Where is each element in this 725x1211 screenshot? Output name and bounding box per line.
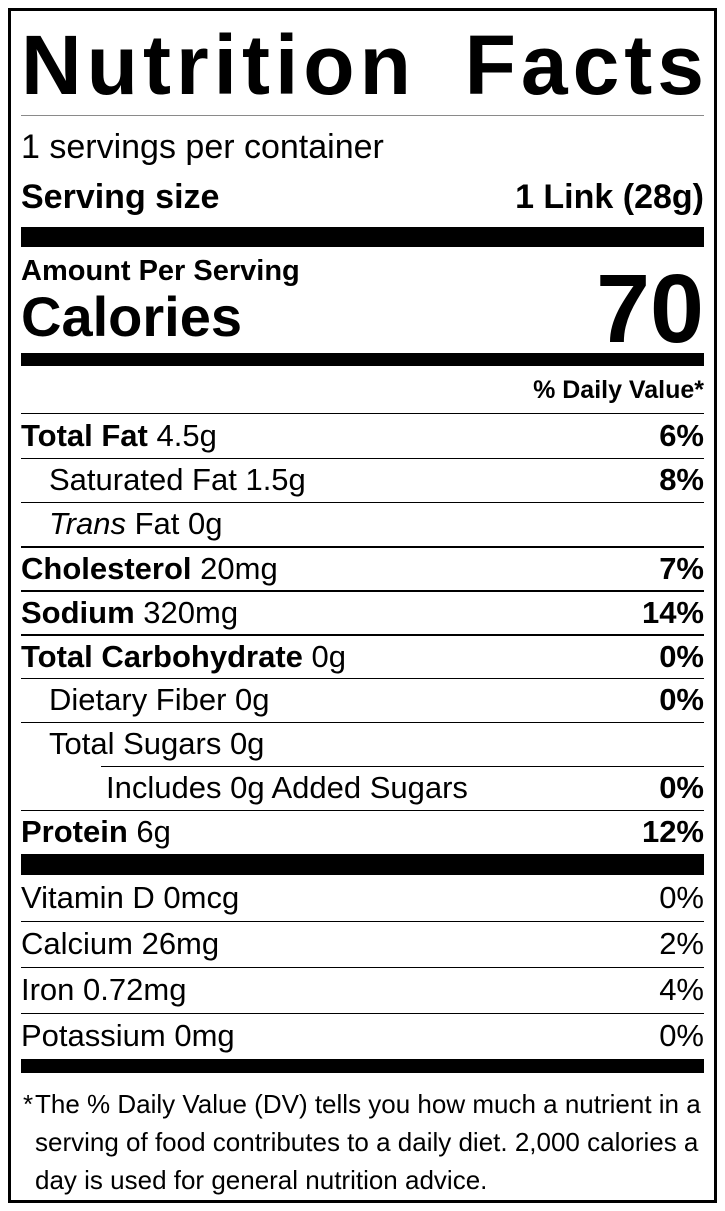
nutrient-text: Dietary Fiber 0g bbox=[49, 682, 270, 718]
nutrient-text: Total Carbohydrate 0g bbox=[21, 639, 346, 675]
nutrient-row-added-sugars: Includes 0g Added Sugars 0% bbox=[21, 765, 704, 810]
medium-divider-bottom bbox=[21, 1058, 704, 1073]
nutrient-name: Protein bbox=[21, 814, 128, 850]
footnote-line: serving of food contributes to a daily d… bbox=[35, 1126, 699, 1157]
nutrient-name: Dietary Fiber bbox=[49, 682, 227, 718]
label-title: Nutrition Facts bbox=[11, 11, 714, 111]
nutrient-dv: 0% bbox=[659, 638, 704, 674]
nutrient-row-cholesterol: Cholesterol 20mg 7% bbox=[21, 545, 704, 590]
nutrient-text: Protein 6g bbox=[21, 814, 171, 850]
micronutrient-text: Potassium 0mg bbox=[21, 1018, 235, 1054]
nutrient-dv: 0% bbox=[659, 682, 704, 718]
micronutrient-row-calcium: Calcium 26mg 2% bbox=[21, 920, 704, 967]
micronutrient-dv: 0% bbox=[659, 1018, 704, 1054]
nutrient-name: Total Sugars bbox=[49, 726, 222, 762]
micronutrient-row-potassium: Potassium 0mg 0% bbox=[21, 1012, 704, 1059]
nutrient-amount: 20mg bbox=[191, 550, 278, 586]
nutrient-text: Total Fat 4.5g bbox=[21, 418, 217, 454]
nutrient-text: Sodium 320mg bbox=[21, 595, 238, 631]
footnote-line: day is used for general nutrition advice… bbox=[35, 1164, 488, 1195]
micronutrient-text: Calcium 26mg bbox=[21, 926, 220, 962]
nutrient-amount: 1.5g bbox=[236, 462, 306, 498]
nutrient-name: Sodium bbox=[21, 594, 135, 630]
servings-per-container: 1 servings per container bbox=[21, 128, 384, 166]
micronutrient-rows: Vitamin D 0mcg 0% Calcium 26mg 2% Iron 0… bbox=[21, 875, 704, 1059]
serving-size-label: Serving size bbox=[21, 178, 220, 216]
nutrient-name: Includes 0g Added Sugars bbox=[106, 769, 468, 805]
micronutrient-dv: 2% bbox=[659, 926, 704, 962]
nutrient-row-sodium: Sodium 320mg 14% bbox=[21, 589, 704, 634]
nutrient-amount: 0g bbox=[226, 682, 270, 718]
nutrient-text: Trans Fat 0g bbox=[49, 506, 222, 542]
nutrient-name: Total Carbohydrate bbox=[21, 638, 303, 674]
nutrient-dv: 7% bbox=[659, 550, 704, 586]
nutrient-text: Includes 0g Added Sugars bbox=[106, 770, 468, 806]
nutrient-row-total-carbohydrate: Total Carbohydrate 0g 0% bbox=[21, 633, 704, 678]
title-word-nutrition: Nutrition bbox=[21, 18, 416, 112]
micronutrient-dv: 4% bbox=[659, 972, 704, 1008]
nutrient-text: Saturated Fat 1.5g bbox=[49, 462, 306, 498]
micronutrient-row-vitamin-d: Vitamin D 0mcg 0% bbox=[21, 875, 704, 921]
medium-divider-calories bbox=[21, 352, 704, 366]
nutrient-row-total-fat: Total Fat 4.5g 6% bbox=[21, 414, 704, 458]
calories-label: Calories bbox=[21, 285, 242, 348]
nutrient-amount: Fat 0g bbox=[125, 506, 223, 542]
nutrient-name: Total Fat bbox=[21, 417, 148, 453]
nutrient-amount: 4.5g bbox=[147, 417, 217, 453]
nutrient-text: Cholesterol 20mg bbox=[21, 551, 278, 587]
micronutrient-text: Vitamin D 0mcg bbox=[21, 879, 240, 915]
calories-value: 70 bbox=[596, 254, 704, 364]
calories-block: Amount Per Serving Calories 70 bbox=[11, 247, 714, 364]
amount-per-serving-label: Amount Per Serving bbox=[21, 255, 300, 287]
nutrient-name: Saturated Fat bbox=[49, 462, 237, 498]
daily-value-footnote: * The % Daily Value (DV) tells you how m… bbox=[11, 1073, 714, 1199]
serving-size-value: 1 Link (28g) bbox=[515, 178, 704, 216]
micronutrient-text: Iron 0.72mg bbox=[21, 972, 187, 1008]
thick-divider-protein bbox=[21, 853, 704, 875]
daily-value-header: % Daily Value* bbox=[21, 366, 704, 414]
micronutrient-dv: 0% bbox=[659, 879, 704, 915]
micronutrient-row-iron: Iron 0.72mg 4% bbox=[21, 966, 704, 1013]
nutrient-row-trans-fat: Trans Fat 0g bbox=[21, 501, 704, 546]
nutrient-amount: 0g bbox=[221, 726, 265, 762]
nutrient-rows: Total Fat 4.5g 6% Saturated Fat 1.5g 8% … bbox=[21, 414, 704, 854]
serving-size-row: Serving size 1 Link (28g) bbox=[11, 169, 714, 227]
calories-left-column: Amount Per Serving Calories bbox=[21, 255, 300, 347]
nutrient-dv: 14% bbox=[641, 594, 704, 630]
nutrient-text: Total Sugars 0g bbox=[49, 726, 264, 762]
nutrient-row-saturated-fat: Saturated Fat 1.5g 8% bbox=[21, 457, 704, 502]
footnote-line: The % Daily Value (DV) tells you how muc… bbox=[35, 1088, 701, 1119]
nutrient-name: Trans bbox=[49, 506, 126, 542]
nutrient-dv: 12% bbox=[641, 814, 704, 850]
nutrient-amount: 0g bbox=[302, 638, 347, 674]
nutrient-dv: 8% bbox=[659, 462, 704, 498]
nutrient-row-total-sugars: Total Sugars 0g bbox=[21, 721, 704, 766]
nutrient-amount: 320mg bbox=[134, 594, 239, 630]
nutrient-dv: 0% bbox=[659, 769, 704, 805]
title-hairline bbox=[21, 115, 704, 116]
thick-divider-top bbox=[21, 227, 704, 247]
nutrient-row-protein: Protein 6g 12% bbox=[21, 809, 704, 854]
title-word-facts: Facts bbox=[464, 18, 709, 112]
nutrient-row-dietary-fiber: Dietary Fiber 0g 0% bbox=[21, 677, 704, 722]
nutrient-amount: 6g bbox=[127, 814, 171, 850]
footnote-asterisk: * bbox=[23, 1088, 34, 1119]
nutrient-dv: 6% bbox=[659, 417, 704, 453]
nutrition-facts-label: Nutrition Facts 1 servings per container… bbox=[8, 8, 717, 1203]
nutrient-name: Cholesterol bbox=[21, 550, 192, 586]
